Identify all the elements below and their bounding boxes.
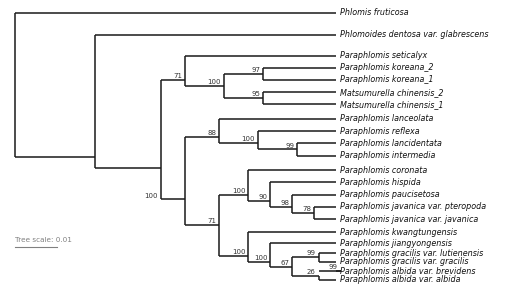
Text: Phlomis fruticosa: Phlomis fruticosa — [340, 8, 408, 17]
Text: Paraphlomis intermedia: Paraphlomis intermedia — [340, 151, 435, 160]
Text: Paraphlomis albida var. albida: Paraphlomis albida var. albida — [340, 276, 460, 285]
Text: Paraphlomis jiangyongensis: Paraphlomis jiangyongensis — [340, 239, 452, 248]
Text: 67: 67 — [280, 259, 289, 266]
Text: Paraphlomis lancidentata: Paraphlomis lancidentata — [340, 139, 441, 148]
Text: 95: 95 — [251, 91, 260, 97]
Text: Paraphlomis seticalyx: Paraphlomis seticalyx — [340, 51, 427, 60]
Text: Paraphlomis koreana_2: Paraphlomis koreana_2 — [340, 63, 433, 72]
Text: Paraphlomis paucisetosa: Paraphlomis paucisetosa — [340, 190, 439, 199]
Text: Paraphlomis reflexa: Paraphlomis reflexa — [340, 127, 419, 136]
Text: 90: 90 — [259, 194, 267, 200]
Text: Paraphlomis hispida: Paraphlomis hispida — [340, 178, 420, 187]
Text: 100: 100 — [232, 249, 246, 255]
Text: 99: 99 — [285, 143, 294, 149]
Text: 99: 99 — [329, 264, 338, 270]
Text: Paraphlomis gracilis var. lutienensis: Paraphlomis gracilis var. lutienensis — [340, 249, 483, 258]
Text: Paraphlomis kwangtungensis: Paraphlomis kwangtungensis — [340, 228, 457, 237]
Text: 78: 78 — [302, 206, 311, 212]
Text: Phlomoides dentosa var. glabrescens: Phlomoides dentosa var. glabrescens — [340, 30, 488, 39]
Text: 97: 97 — [251, 67, 260, 73]
Text: Matsumurella chinensis_1: Matsumurella chinensis_1 — [340, 100, 443, 109]
Text: 100: 100 — [208, 79, 221, 85]
Text: Paraphlomis javanica var. pteropoda: Paraphlomis javanica var. pteropoda — [340, 202, 486, 211]
Text: 26: 26 — [307, 269, 316, 275]
Text: Paraphlomis gracilis var. gracilis: Paraphlomis gracilis var. gracilis — [340, 257, 468, 266]
Text: Paraphlomis coronata: Paraphlomis coronata — [340, 166, 427, 175]
Text: 100: 100 — [145, 192, 158, 198]
Text: Paraphlomis lanceolata: Paraphlomis lanceolata — [340, 115, 433, 124]
Text: Matsumurella chinensis_2: Matsumurella chinensis_2 — [340, 88, 443, 97]
Text: 100: 100 — [242, 137, 255, 142]
Text: Paraphlomis albida var. brevidens: Paraphlomis albida var. brevidens — [340, 267, 475, 276]
Text: Paraphlomis koreana_1: Paraphlomis koreana_1 — [340, 75, 433, 84]
Text: 100: 100 — [232, 188, 246, 194]
Text: 71: 71 — [174, 73, 182, 79]
Text: Tree scale: 0.01: Tree scale: 0.01 — [15, 237, 72, 243]
Text: 71: 71 — [208, 218, 216, 224]
Text: 88: 88 — [208, 130, 216, 136]
Text: Paraphlomis javanica var. javanica: Paraphlomis javanica var. javanica — [340, 215, 478, 223]
Text: 98: 98 — [280, 200, 289, 206]
Text: 100: 100 — [254, 255, 267, 261]
Text: 99: 99 — [307, 251, 316, 256]
